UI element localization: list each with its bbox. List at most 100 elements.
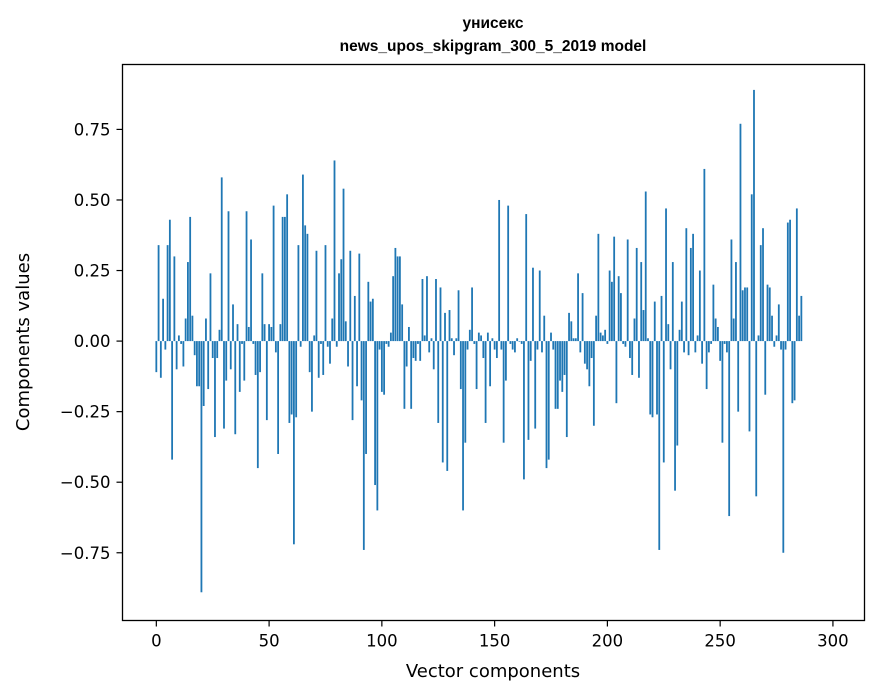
bar [162,298,164,342]
bar [581,293,584,342]
bar [662,341,665,463]
bar [611,281,613,342]
bar [324,245,327,342]
bar [762,228,764,342]
bar [678,329,681,342]
bar [173,256,176,342]
bar [360,341,363,401]
bar [238,341,241,392]
bar [554,341,557,409]
bar [477,332,480,342]
bar [462,341,464,511]
bar [205,318,207,342]
bar [198,341,201,387]
bar [191,315,194,342]
bar [523,341,525,480]
bar [538,270,541,342]
bar [216,341,219,359]
bar [311,341,313,412]
bar [369,301,372,342]
bar [306,233,309,342]
bar [644,191,647,342]
bar [717,326,719,342]
bar [518,341,521,342]
bar [412,341,415,359]
bar [410,341,413,409]
bar [202,341,205,406]
bar [428,341,431,353]
bar [712,284,715,342]
bar [735,262,737,342]
bar [408,326,410,342]
bar [419,341,422,361]
bar [168,219,171,342]
bar [692,233,694,342]
bar [495,341,498,359]
y-tick-label: 0.75 [74,120,111,139]
bar [516,338,519,342]
bar [259,341,261,373]
bar [466,341,469,350]
bar [155,341,158,373]
bar [545,341,548,469]
x-axis-ticks: 0 50 100 150 200 250 300 [151,620,849,651]
bar [473,341,476,344]
bar [241,341,243,344]
bar [254,341,257,375]
bar [448,310,451,342]
bar [256,341,259,469]
bar [536,341,539,350]
bar [464,341,467,443]
bar [511,341,514,350]
bar [597,233,600,342]
bar [455,338,458,342]
bar [563,341,566,375]
bar [268,324,270,342]
bar [689,247,692,342]
bar [703,168,706,342]
bar [784,341,787,350]
bar [342,188,345,342]
bar [489,341,492,387]
bar [608,270,611,342]
y-tick-label: −0.25 [60,403,111,422]
bar [604,329,607,342]
bar [741,290,744,342]
bar [527,341,530,440]
chart-title-line2: news_upos_skipgram_300_5_2019 model [340,38,647,55]
y-tick-label: 0.50 [74,191,111,210]
bar [286,194,289,342]
x-tick-label: 250 [704,632,736,651]
bar [157,245,160,342]
bar [196,341,198,387]
bar [211,341,214,359]
bar [326,341,329,347]
bar [798,315,800,342]
bar [665,208,667,342]
bar [423,335,426,342]
bar [505,341,507,381]
bar [629,341,631,359]
bar [674,341,676,491]
bar [658,341,661,550]
bar [302,174,304,342]
bar [543,315,546,342]
bar [272,205,275,342]
bar [220,177,223,342]
bar [509,341,512,344]
bar [590,341,593,359]
bar [394,247,397,342]
bar [795,208,798,342]
bar [624,341,627,347]
bar [640,262,643,342]
bar [320,341,322,344]
bar [430,338,433,342]
bar [626,239,629,342]
bar [730,239,733,342]
bar [378,341,381,350]
y-tick-label: −0.50 [60,473,111,492]
bar [768,287,771,342]
bar [365,341,367,454]
bar [633,318,636,342]
bar [317,341,320,378]
